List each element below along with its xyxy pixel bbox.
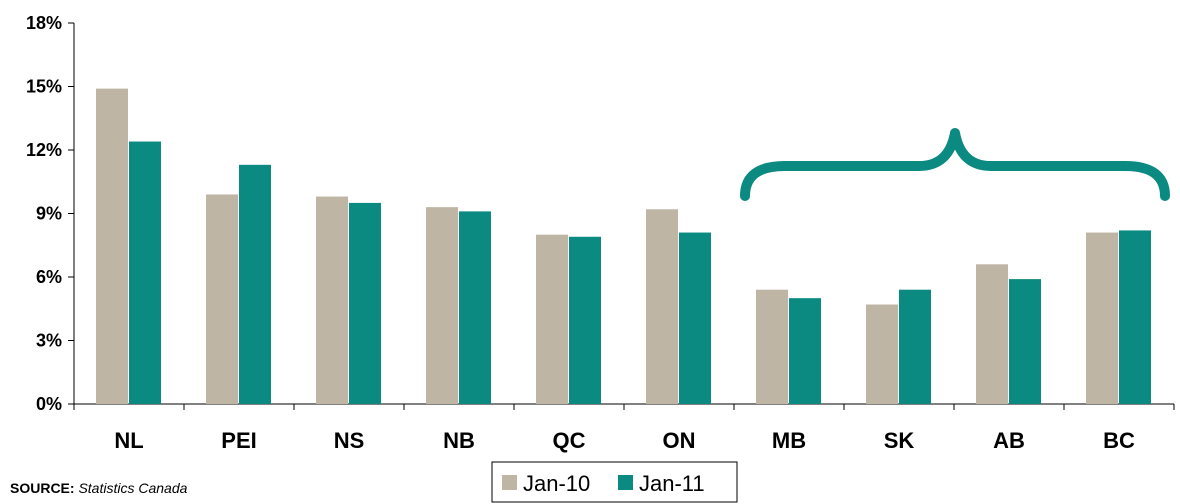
bar-pei-jan-10: [206, 194, 238, 404]
y-tick-label: 6%: [36, 267, 62, 287]
y-tick-label: 9%: [36, 204, 62, 224]
legend-box: [491, 461, 738, 503]
y-tick-label: 0%: [36, 394, 62, 414]
category-label: NB: [443, 428, 475, 453]
legend: Jan-10 Jan-11: [491, 461, 738, 503]
source-note: SOURCE: Statistics Canada: [10, 480, 187, 496]
legend-swatch-jan-10: [502, 475, 517, 490]
bars: [96, 88, 1151, 405]
category-label: NL: [114, 428, 143, 453]
category-label: BC: [1103, 428, 1135, 453]
y-tick-labels: 0% 3% 6% 9% 12% 15% 18%: [26, 13, 62, 414]
y-tick-label: 15%: [26, 77, 62, 97]
source-label: SOURCE:: [10, 480, 75, 496]
bar-ns-jan-11: [349, 202, 381, 404]
category-label: ON: [663, 428, 696, 453]
bar-bc-jan-10: [1086, 232, 1118, 404]
category-label: SK: [884, 428, 915, 453]
bar-mb-jan-10: [756, 289, 788, 404]
bar-nb-jan-11: [459, 211, 491, 404]
bar-pei-jan-11: [239, 164, 271, 404]
y-tick-label: 3%: [36, 331, 62, 351]
bar-ab-jan-11: [1009, 279, 1041, 404]
bar-sk-jan-10: [866, 304, 898, 404]
category-labels: NL PEI NS NB QC ON MB SK AB BC: [114, 428, 1135, 453]
legend-label-jan-11: Jan-11: [639, 471, 705, 496]
y-tick-label: 18%: [26, 13, 62, 33]
category-label: QC: [553, 428, 586, 453]
bar-qc-jan-10: [536, 234, 568, 404]
legend-label-jan-10: Jan-10: [523, 471, 590, 496]
bar-ab-jan-10: [976, 264, 1008, 404]
bar-nl-jan-10: [96, 88, 128, 404]
bar-sk-jan-11: [899, 289, 931, 404]
bar-qc-jan-11: [569, 236, 601, 404]
bar-nl-jan-11: [129, 141, 161, 405]
legend-swatch-jan-11: [618, 475, 633, 490]
y-tick-label: 12%: [26, 140, 62, 160]
bar-on-jan-11: [679, 232, 711, 404]
bracket-annotation: [740, 128, 1170, 201]
bar-nb-jan-10: [426, 207, 458, 404]
category-label: NS: [334, 428, 365, 453]
bar-ns-jan-10: [316, 196, 348, 404]
bar-bc-jan-11: [1119, 230, 1151, 404]
bar-on-jan-10: [646, 209, 678, 404]
category-label: AB: [993, 428, 1025, 453]
category-label: MB: [772, 428, 806, 453]
source-value: Statistics Canada: [78, 480, 188, 496]
category-label: PEI: [221, 428, 256, 453]
bar-mb-jan-11: [789, 298, 821, 404]
